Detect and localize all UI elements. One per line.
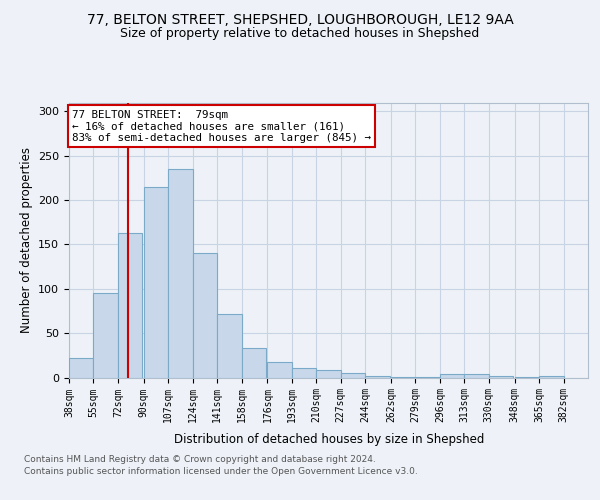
Bar [365, 376, 389, 378]
Bar [193, 254, 217, 378]
Text: Contains public sector information licensed under the Open Government Licence v3: Contains public sector information licen… [24, 467, 418, 476]
Bar [539, 376, 563, 378]
Text: 77, BELTON STREET, SHEPSHED, LOUGHBOROUGH, LE12 9AA: 77, BELTON STREET, SHEPSHED, LOUGHBOROUG… [86, 12, 514, 26]
Bar [489, 376, 513, 378]
Bar [440, 374, 464, 378]
Text: 77 BELTON STREET:  79sqm
← 16% of detached houses are smaller (161)
83% of semi-: 77 BELTON STREET: 79sqm ← 16% of detache… [72, 110, 371, 143]
Bar [94, 293, 118, 378]
Text: Distribution of detached houses by size in Shepshed: Distribution of detached houses by size … [173, 432, 484, 446]
Bar [69, 358, 94, 378]
Bar [242, 348, 266, 378]
Bar [316, 370, 341, 378]
Text: Size of property relative to detached houses in Shepshed: Size of property relative to detached ho… [121, 26, 479, 40]
Bar [268, 362, 292, 378]
Bar [168, 169, 193, 378]
Text: Contains HM Land Registry data © Crown copyright and database right 2024.: Contains HM Land Registry data © Crown c… [24, 455, 376, 464]
Bar [118, 233, 142, 378]
Bar [515, 376, 539, 378]
Bar [391, 376, 415, 378]
Y-axis label: Number of detached properties: Number of detached properties [20, 147, 32, 333]
Bar [144, 187, 168, 378]
Bar [415, 376, 440, 378]
Bar [341, 373, 365, 378]
Bar [464, 374, 489, 378]
Bar [217, 314, 242, 378]
Bar [292, 368, 316, 378]
